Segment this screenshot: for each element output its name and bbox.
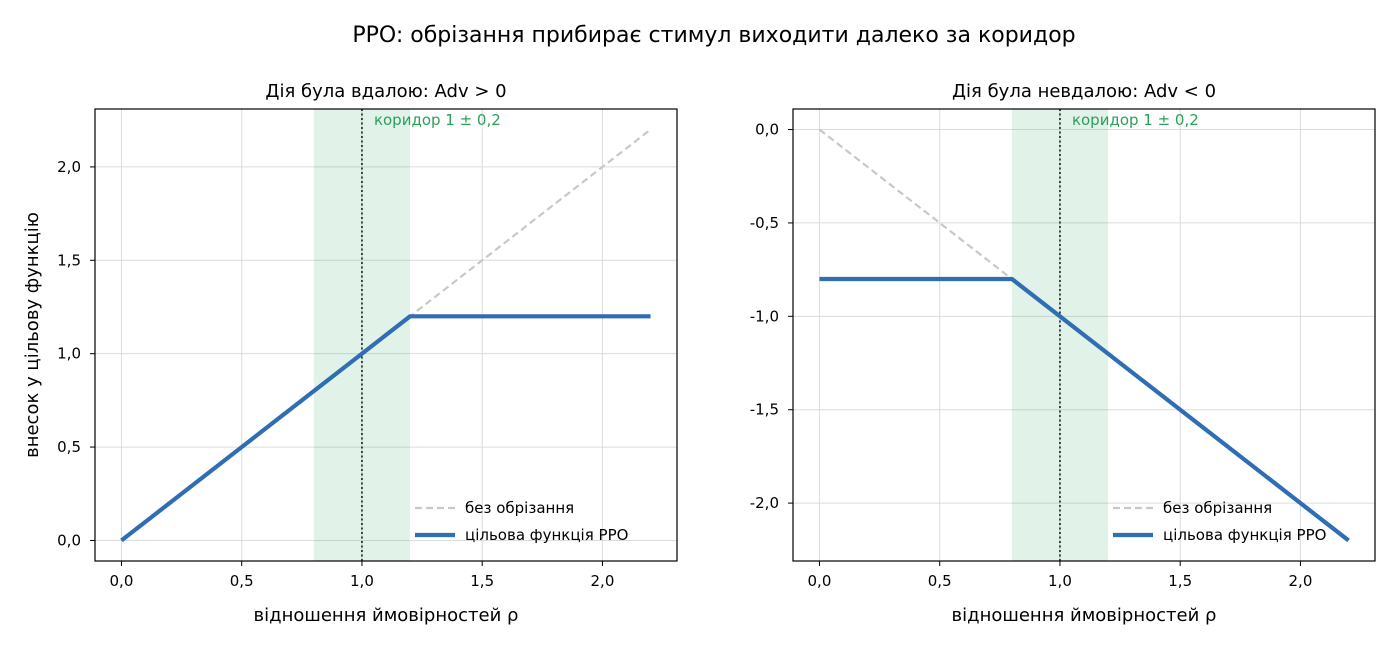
y-tick-label: -2,0 xyxy=(750,494,779,512)
y-tick-label: -0,5 xyxy=(750,214,779,232)
left-chart-panel: коридор 1 ± 0,2 0,0 0,5 1,0 1,5 2,0 0,0 0,5 1,0 1… xyxy=(22,81,678,626)
corridor-label: коридор 1 ± 0,2 xyxy=(374,111,501,129)
x-tick-label: 1,5 xyxy=(1168,572,1192,590)
y-tick-label: 0,0 xyxy=(57,531,81,549)
corridor-label: коридор 1 ± 0,2 xyxy=(1072,111,1199,129)
x-axis-label: відношення ймовірностей ρ xyxy=(254,605,519,626)
x-tick-label: 1,5 xyxy=(470,572,494,590)
chart-title: Дія була невдалою: Adv < 0 xyxy=(952,81,1216,102)
x-tick-label: 2,0 xyxy=(591,572,615,590)
legend-label: цільова функція PPO xyxy=(465,526,628,544)
right-chart-panel: коридор 1 ± 0,2 0,0 0,5 1,0 1,5 2,0 0,0 -0,5 -1,… xyxy=(750,81,1376,626)
x-tick-label: 1,0 xyxy=(1048,572,1072,590)
legend-label: без обрізання xyxy=(465,499,574,517)
x-tick-label: 2,0 xyxy=(1289,572,1313,590)
y-tick-label: -1,5 xyxy=(750,401,779,419)
figure-title: PPO: обрізання прибирає стимул виходити … xyxy=(352,23,1075,48)
y-tick-label: 1,5 xyxy=(57,251,81,269)
x-tick-label: 0,5 xyxy=(928,572,952,590)
series-line-ppo xyxy=(120,314,651,543)
y-tick-label: 1,0 xyxy=(57,345,81,363)
plot-frame xyxy=(94,108,678,562)
y-tick-label: -1,0 xyxy=(750,307,779,325)
y-tick-label: 2,0 xyxy=(57,158,81,176)
y-axis-label: внесок у цільову функцію xyxy=(22,212,43,458)
chart-title: Дія була вдалою: Adv > 0 xyxy=(265,81,506,102)
x-axis-label: відношення ймовірностей ρ xyxy=(952,605,1217,626)
legend-label: цільова функція PPO xyxy=(1163,526,1326,544)
x-tick-label: 0,5 xyxy=(230,572,254,590)
legend-label: без обрізання xyxy=(1163,499,1272,517)
y-tick-label: 0,5 xyxy=(57,438,81,456)
x-tick-label: 0,0 xyxy=(110,572,134,590)
series-line-ppo xyxy=(819,276,1350,543)
y-tick-label: 0,0 xyxy=(755,121,779,139)
plot-frame xyxy=(792,108,1376,562)
x-tick-label: 0,0 xyxy=(808,572,832,590)
x-tick-label: 1,0 xyxy=(350,572,374,590)
